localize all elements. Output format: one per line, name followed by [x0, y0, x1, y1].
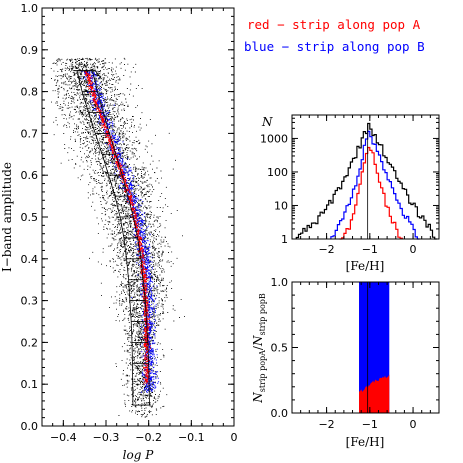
ratio-x-axis-label: [Fe/H] [346, 435, 385, 449]
x-tick-label: 0 [410, 418, 417, 431]
y-tick-label: 0.5 [271, 342, 289, 355]
ratio-y-axis-label: Nstrip popA/Nstrip popB [251, 293, 267, 404]
strip-top-cap [73, 70, 103, 80]
strip-outline [73, 70, 150, 406]
y-tick-label: 1.0 [271, 276, 289, 289]
y-tick-label: 0.8 [21, 86, 39, 99]
y-tick-label: 0.0 [271, 407, 289, 420]
y-tick-label: 0.1 [21, 378, 39, 391]
x-tick-label: −0.3 [93, 431, 120, 444]
ratio-axis-ticks: −2 −1 0 0.0 0.5 1.0 [271, 276, 439, 431]
x-tick-label: −2 [318, 418, 334, 431]
x-tick-label: −2 [318, 243, 334, 256]
pop-a-ratio-area [359, 374, 390, 413]
y-tick-label: 0.4 [21, 253, 39, 266]
y-tick-label: 1 [281, 233, 288, 246]
scatter-axis-ticks: −0.4 −0.3 −0.2 −0.1 0 0.0 0.1 0.2 0.3 0.4 0.5 0.6 0.… [21, 2, 238, 444]
legend-red-text: red − strip along pop A [247, 17, 421, 32]
legend-blue-text: blue − strip along pop B [244, 39, 425, 54]
histogram-axis-ticks: −2 −1 0 1 10 100 1000 [260, 114, 439, 256]
pop-b-histogram [330, 130, 420, 240]
x-tick-label: −0.2 [135, 431, 162, 444]
y-tick-label: 0.5 [21, 211, 39, 224]
y-tick-label: 0.0 [21, 420, 39, 433]
y-tick-label: 0.2 [21, 336, 39, 349]
y-tick-label: 0.7 [21, 127, 39, 140]
y-tick-label: 100 [267, 166, 288, 179]
y-tick-label: 0.3 [21, 295, 39, 308]
histogram-y-axis-label: N [261, 115, 273, 129]
x-tick-label: −1 [362, 243, 378, 256]
x-tick-label: 0 [410, 243, 417, 256]
y-tick-label: 1000 [260, 132, 288, 145]
x-tick-label: −0.4 [50, 431, 77, 444]
y-tick-label: 1.0 [21, 2, 39, 15]
y-tick-label: 0.6 [21, 169, 39, 182]
x-tick-label: −0.1 [178, 431, 205, 444]
field-star-points [50, 57, 185, 418]
ratio-fills [359, 282, 390, 413]
x-tick-label: −1 [362, 418, 378, 431]
field-star-dots [50, 57, 185, 418]
scatter-y-axis-label: I−band amplitude [0, 162, 14, 272]
histogram-series [295, 122, 437, 240]
pop-a-strip-points [84, 70, 151, 385]
y-tick-label: 10 [274, 199, 288, 212]
scatter-x-axis-label: log P [123, 448, 155, 462]
all-stars-histogram [295, 122, 437, 240]
pop-a-histogram [339, 146, 403, 240]
amplitude-period-panel: −0.4 −0.3 −0.2 −0.1 0 0.0 0.1 0.2 0.3 0.4 0.5 0.6 0.… [0, 2, 238, 462]
y-tick-label: 0.9 [21, 44, 39, 57]
histogram-x-axis-label: [Fe/H] [346, 259, 385, 273]
x-tick-label: 0 [231, 431, 238, 444]
pop-a-dots [84, 70, 151, 385]
strip-ratio-panel: −2 −1 0 0.0 0.5 1.0 [Fe/H] Nstrip popA/Nstrip… [251, 276, 440, 449]
metallicity-histogram-panel: −2 −1 0 1 10 100 1000 [Fe/H] N [260, 114, 440, 273]
